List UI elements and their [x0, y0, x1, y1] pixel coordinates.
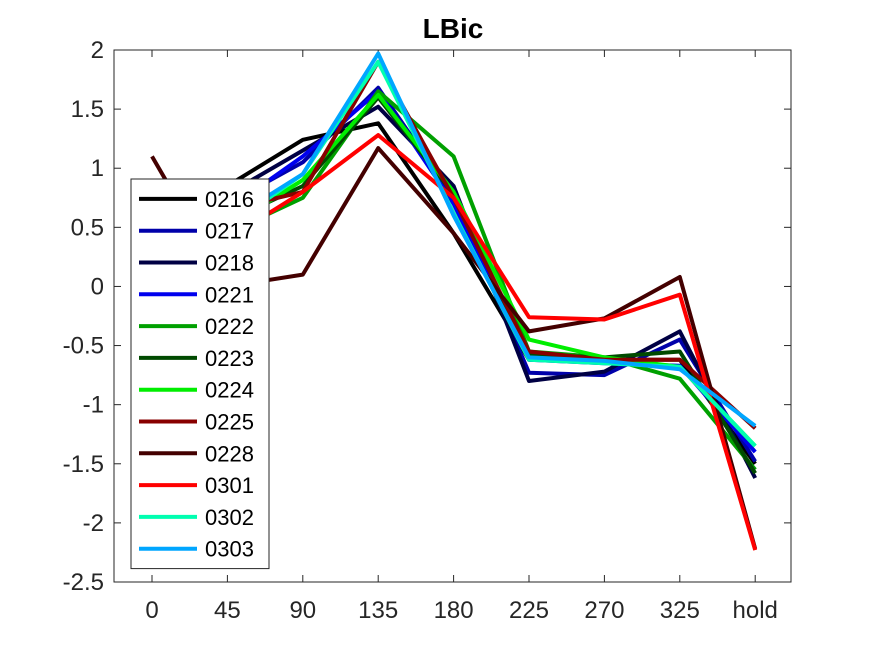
- y-tick-label: 1.5: [71, 96, 104, 123]
- x-tick-label: hold: [733, 597, 778, 624]
- x-axis: 0 45 90 135 180 225 270 325 hold: [145, 50, 778, 624]
- y-tick-label: -1.5: [63, 451, 104, 478]
- x-tick-label: 325: [660, 597, 700, 624]
- legend-label: 0216: [205, 187, 254, 212]
- chart-title: LBic: [423, 13, 484, 44]
- legend-label: 0218: [205, 251, 254, 276]
- y-tick-label: -2: [83, 510, 104, 537]
- y-tick-label: 0: [91, 273, 104, 300]
- x-tick-label: 90: [289, 597, 316, 624]
- legend-label: 0228: [205, 441, 254, 466]
- y-tick-label: -2.5: [63, 569, 104, 596]
- legend-label: 0222: [205, 314, 254, 339]
- y-axis: 2 1.5 1 0.5 0 -0.5 -1 -1.5 -2 -2.5: [63, 37, 791, 596]
- y-tick-label: -0.5: [63, 333, 104, 360]
- x-tick-label: 270: [584, 597, 624, 624]
- y-tick-label: 0.5: [71, 214, 104, 241]
- legend-label: 0224: [205, 378, 254, 403]
- legend-box: [130, 178, 270, 570]
- legend-label: 0303: [205, 537, 254, 562]
- y-tick-label: 2: [91, 37, 104, 64]
- x-tick-label: 0: [145, 597, 158, 624]
- x-tick-label: 180: [434, 597, 474, 624]
- legend-label: 0301: [205, 473, 254, 498]
- x-tick-label: 225: [509, 597, 549, 624]
- legend-label: 0225: [205, 410, 254, 435]
- x-tick-label: 45: [214, 597, 241, 624]
- legend-label: 0302: [205, 505, 254, 530]
- y-tick-label: 1: [91, 155, 104, 182]
- y-tick-label: -1: [83, 392, 104, 419]
- legend-label: 0217: [205, 219, 254, 244]
- legend-label: 0223: [205, 346, 254, 371]
- x-tick-label: 135: [358, 597, 398, 624]
- legend-label: 0221: [205, 282, 254, 307]
- legend: 0216 0217 0218 0221 0222 0223 0224 0225 0228 0301…: [130, 178, 270, 570]
